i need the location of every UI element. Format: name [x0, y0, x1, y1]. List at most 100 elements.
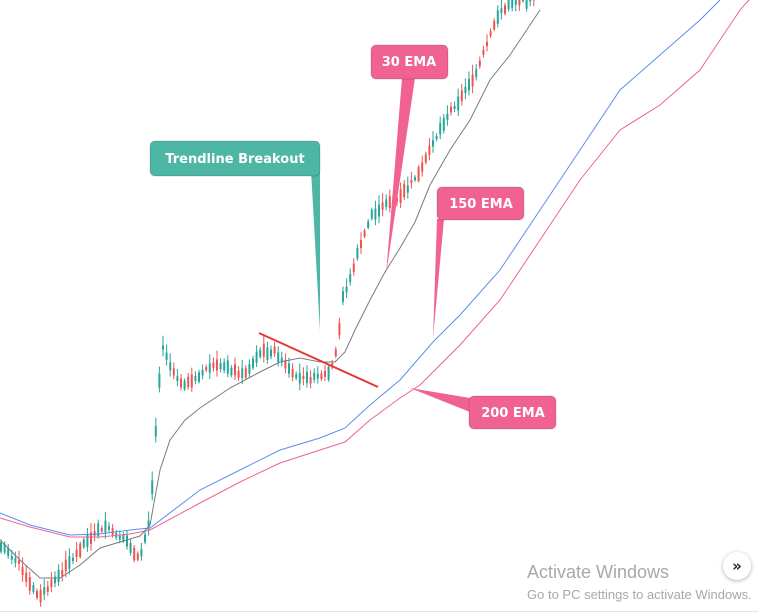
candle-body: [525, 0, 528, 9]
watermark-subtitle: Go to PC settings to activate Windows.: [527, 587, 752, 602]
candle-body: [165, 352, 168, 360]
candle-body: [230, 367, 233, 376]
candle-body: [90, 532, 92, 545]
candle-body: [403, 183, 406, 198]
candle-body: [356, 247, 359, 259]
candle-body: [500, 8, 503, 13]
candle-body: [154, 426, 157, 437]
candle-body: [183, 380, 186, 390]
ema200-label: 200 EMA: [481, 406, 545, 421]
candle-body: [496, 10, 499, 24]
candle-body: [414, 177, 416, 181]
candle-body: [190, 374, 193, 388]
candle-body: [57, 569, 60, 583]
candle-body: [370, 209, 373, 219]
scroll-right-button[interactable]: »: [723, 552, 751, 580]
candle-body: [205, 367, 208, 371]
candle-body: [3, 543, 6, 553]
candle-body: [223, 362, 226, 371]
candle-body: [421, 162, 424, 172]
candle-body: [237, 370, 240, 378]
candle-body: [104, 520, 107, 533]
candle-body: [0, 542, 2, 552]
candle-body: [277, 352, 280, 363]
candle-body: [489, 31, 492, 36]
candle-body: [255, 351, 258, 363]
candle-body: [82, 539, 85, 548]
trendline-breakout-callout: Trendline Breakout: [149, 140, 321, 331]
candle-body: [100, 528, 103, 532]
candle-body: [111, 528, 114, 535]
candle-body: [478, 60, 481, 67]
candle-body: [345, 286, 348, 293]
ema30-label: 30 EMA: [382, 55, 437, 70]
candle-body: [360, 240, 362, 249]
candle-body: [180, 378, 182, 388]
ema150-callout: 150 EMA: [433, 186, 525, 338]
candle-body: [374, 208, 377, 220]
chart-bottom-border: [0, 611, 758, 612]
candle-body: [32, 585, 35, 592]
candle-body: [248, 364, 251, 374]
candle-body: [50, 579, 53, 587]
candle-body: [234, 364, 236, 376]
candle-body: [363, 230, 366, 237]
candle-body: [468, 79, 470, 91]
candle-body: [208, 363, 211, 373]
candle-body: [482, 50, 485, 55]
candle-body: [226, 360, 229, 374]
ema200-callout: 200 EMA: [410, 388, 557, 430]
candle-body: [385, 199, 388, 207]
candle-body: [39, 589, 42, 603]
candle-body: [522, 0, 524, 1]
candle-body: [86, 534, 89, 548]
candle-body: [493, 20, 496, 30]
candle-body: [486, 41, 488, 47]
trendline-breakout-label: Trendline Breakout: [165, 152, 304, 167]
ema30-line: [0, 9, 541, 579]
candle-body: [108, 526, 110, 530]
candle-body: [7, 548, 10, 556]
candle-body: [417, 167, 420, 181]
candle-body: [43, 587, 46, 595]
candle-body: [410, 179, 413, 183]
candle-body: [388, 196, 391, 208]
candle-body: [446, 113, 449, 120]
candle-body: [118, 535, 121, 540]
candle-body: [439, 123, 442, 135]
ema200-line: [0, 0, 750, 538]
candle-body: [172, 368, 175, 376]
candle-body: [450, 106, 452, 113]
candle-body: [187, 376, 190, 387]
candle-body: [378, 204, 380, 217]
candle-body: [129, 543, 132, 553]
candle-body: [284, 359, 287, 369]
candle-body: [302, 376, 305, 380]
candle-body: [176, 376, 179, 382]
candle-body: [342, 291, 344, 302]
candle-body: [273, 346, 276, 354]
candle-body: [518, 0, 521, 6]
candle-body: [10, 555, 13, 560]
candle-body: [64, 559, 67, 572]
candle-body: [25, 572, 28, 582]
candle-body: [460, 90, 463, 102]
candle-body: [529, 0, 532, 2]
candle-body: [327, 366, 330, 380]
candle-body: [453, 106, 456, 109]
ema150-label: 150 EMA: [449, 197, 513, 212]
candle-body: [169, 362, 172, 371]
candle-body: [72, 557, 74, 561]
candle-body: [306, 371, 308, 384]
candle-body: [442, 118, 445, 131]
candle-body: [309, 377, 312, 384]
candle-body: [432, 140, 434, 147]
candle-body: [201, 369, 204, 376]
candle-body: [162, 345, 164, 350]
candle-body: [464, 86, 467, 94]
candle-body: [198, 372, 200, 382]
candle-body: [46, 586, 49, 592]
candle-body: [381, 202, 384, 210]
candle-body: [291, 368, 294, 378]
candle-body: [144, 534, 146, 543]
